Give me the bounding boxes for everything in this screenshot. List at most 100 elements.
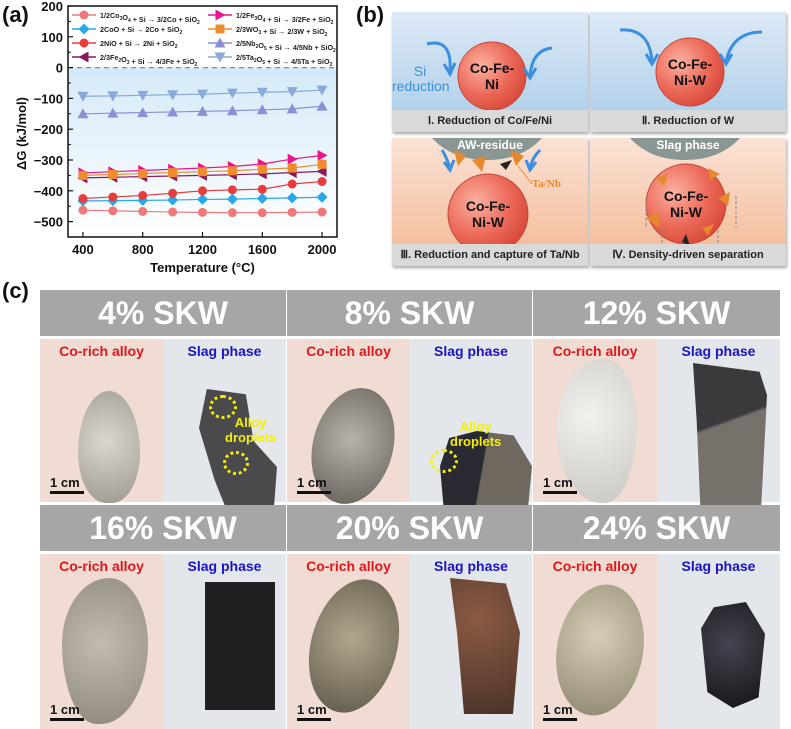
slag-label: Slag phase xyxy=(187,558,262,574)
alloy-photo-cell: Co-rich alloy 1 cm xyxy=(287,554,414,729)
stage-3-caption: Ⅲ. Reduction and capture of Ta/Nb xyxy=(392,244,588,266)
alloy-label: Co-rich alloy xyxy=(306,343,391,359)
slag-sample-image xyxy=(450,578,520,714)
scale-bar-label: 1 cm xyxy=(50,475,80,490)
svg-text:2CoO + Si → 2Co + SiO2: 2CoO + Si → 2Co + SiO2 xyxy=(100,25,182,36)
alloy-photo-cell: Co-rich alloy 1 cm xyxy=(287,339,410,514)
svg-text:−100: −100 xyxy=(34,91,63,106)
series-line xyxy=(77,85,328,102)
droplet-circle-marker xyxy=(223,451,249,475)
sample-title: 16% SKW xyxy=(40,505,286,551)
sample-title: 12% SKW xyxy=(533,290,780,336)
series-line xyxy=(78,159,327,180)
stage-2-graphic xyxy=(619,28,763,107)
scale-bar: 1 cm xyxy=(543,702,577,721)
svg-text:2000: 2000 xyxy=(308,242,337,257)
stage-1-caption: Ⅰ. Reduction of Co/Fe/Ni xyxy=(392,110,588,132)
stage-3-box: AW-residue Ta/Nb Co-Fe- Ni-W Ⅲ. Reductio… xyxy=(392,138,588,266)
panel-b-label: (b) xyxy=(356,2,385,27)
sample-title: 24% SKW xyxy=(533,505,780,551)
svg-text:1/2Co3O4 + Si → 3/2Co + SiO2: 1/2Co3O4 + Si → 3/2Co + SiO2 xyxy=(100,11,200,26)
scale-bar: 1 cm xyxy=(50,475,84,494)
scale-bar: 1 cm xyxy=(50,702,84,721)
svg-text:2/3WO3 + Si → 2/3W + SiO2: 2/3WO3 + Si → 2/3W + SiO2 xyxy=(236,25,328,38)
alloy-sample-image xyxy=(294,569,414,723)
panel-c-label: (c) xyxy=(2,278,29,303)
sphere-label: Co-Fe- Ni-W xyxy=(667,56,713,88)
alloy-label: Co-rich alloy xyxy=(59,558,144,574)
scale-bar: 1 cm xyxy=(543,475,577,494)
scale-bar-label: 1 cm xyxy=(543,702,573,717)
svg-text:2NiO + Si → 2Ni + SiO2: 2NiO + Si → 2Ni + SiO2 xyxy=(100,39,178,50)
alloy-photo-cell: Co-rich alloy 1 cm xyxy=(40,554,163,729)
alloy-label: Co-rich alloy xyxy=(306,558,391,574)
svg-text:Temperature (°C): Temperature (°C) xyxy=(150,260,255,275)
sphere-label: Co-Fe- Ni-W xyxy=(663,188,709,220)
alloy-photo-cell: Co-rich alloy 1 cm xyxy=(40,339,163,503)
alloy-label: Co-rich alloy xyxy=(59,343,144,359)
slag-photo-cell: Slag phase Alloy droplets xyxy=(410,339,532,519)
alloy-sample-image xyxy=(62,578,148,724)
svg-text:−400: −400 xyxy=(34,184,63,199)
stage-1-graphic xyxy=(426,41,553,111)
stage-4-graphic xyxy=(630,138,740,248)
slag-phase-label: Slag phase xyxy=(656,138,720,152)
droplet-circle-marker xyxy=(209,395,237,419)
scale-bar-label: 1 cm xyxy=(297,702,327,717)
svg-text:ΔG (kJ/mol): ΔG (kJ/mol) xyxy=(14,97,29,170)
alloy-photo-cell: Co-rich alloy 1 cm xyxy=(533,554,657,729)
svg-text:800: 800 xyxy=(132,242,154,257)
stage-4-box: Slag phase Co-Fe- Ni-W Ⅳ. Density-driven… xyxy=(590,138,786,266)
alloy-droplets-label: Alloy droplets xyxy=(225,415,277,445)
panel-a-label: (a) xyxy=(2,2,29,27)
slag-sample-image xyxy=(440,431,532,519)
slag-sample-image xyxy=(205,582,275,710)
gibbs-energy-chart: 200 100 0 −100 −200 −300 −400 −500 400 800 1200 160… xyxy=(14,0,338,275)
scale-bar-label: 1 cm xyxy=(50,702,80,717)
alloy-photo-cell: Co-rich alloy 1 cm xyxy=(533,339,657,503)
scale-bar-label: 1 cm xyxy=(297,475,327,490)
svg-text:2/5Ta2O5 + Si → 4/5Ta + SiO2: 2/5Ta2O5 + Si → 4/5Ta + SiO2 xyxy=(236,53,333,68)
sphere-label: Co-Fe- Ni-W xyxy=(465,198,511,230)
slag-photo-cell: Slag phase xyxy=(163,554,286,729)
alloy-sample-image xyxy=(78,391,140,503)
svg-text:−200: −200 xyxy=(34,122,63,137)
scale-bar-label: 1 cm xyxy=(543,475,573,490)
slag-photo-cell: Slag phase xyxy=(410,554,532,729)
slag-label: Slag phase xyxy=(187,343,262,359)
slag-sample-image xyxy=(693,363,767,509)
slag-sample-image xyxy=(701,602,765,708)
scale-bar: 1 cm xyxy=(297,702,331,721)
slag-photo-cell: Slag phase xyxy=(657,554,780,729)
slag-label: Slag phase xyxy=(681,558,756,574)
alloy-sample-image xyxy=(546,577,654,723)
series-line xyxy=(78,205,327,218)
slag-label: Slag phase xyxy=(434,558,508,574)
svg-text:0: 0 xyxy=(56,61,63,76)
slag-label: Slag phase xyxy=(434,343,508,359)
svg-text:−500: −500 xyxy=(34,215,63,230)
svg-text:100: 100 xyxy=(41,30,63,45)
stage-2-box: Co-Fe- Ni-W Ⅱ. Reduction of W xyxy=(590,12,786,132)
sample-title: 20% SKW xyxy=(287,505,532,551)
stage-2-caption: Ⅱ. Reduction of W xyxy=(590,110,786,132)
alloy-sample-image xyxy=(557,359,637,503)
series-line xyxy=(78,177,327,203)
alloy-label: Co-rich alloy xyxy=(552,343,638,359)
svg-text:−300: −300 xyxy=(34,153,63,168)
alloy-label: Co-rich alloy xyxy=(552,558,638,574)
svg-text:400: 400 xyxy=(72,242,94,257)
svg-text:1600: 1600 xyxy=(248,242,277,257)
scale-bar: 1 cm xyxy=(297,475,331,494)
stage-1-box: Si reduction Co-Fe- Ni Ⅰ. Reduction of C… xyxy=(392,12,588,132)
slag-photo-cell: Slag phase Alloy droplets xyxy=(163,339,286,519)
sphere-label: Co-Fe- Ni xyxy=(469,60,515,92)
si-reduction-label: Si reduction xyxy=(392,63,450,94)
ta-nb-label: Ta/Nb xyxy=(532,178,561,190)
svg-text:2/5Nb2O5 + Si → 4/5Nb + SiO2: 2/5Nb2O5 + Si → 4/5Nb + SiO2 xyxy=(236,39,336,54)
sample-title: 8% SKW xyxy=(287,290,532,336)
alloy-droplets-label: Alloy droplets xyxy=(450,419,502,449)
slag-label: Slag phase xyxy=(681,343,756,359)
slag-photo-cell: Slag phase xyxy=(657,339,780,509)
